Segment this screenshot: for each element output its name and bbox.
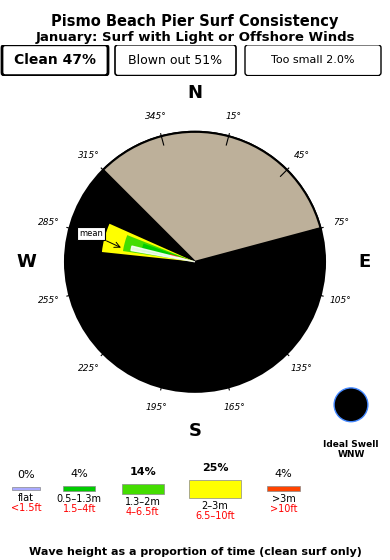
Text: 225°: 225°: [78, 364, 99, 373]
Wedge shape: [170, 254, 195, 262]
Text: Ideal Swell
WNW: Ideal Swell WNW: [323, 440, 379, 459]
Text: 45°: 45°: [294, 151, 310, 160]
Circle shape: [65, 132, 325, 392]
Text: 255°: 255°: [39, 296, 60, 305]
Text: 14%: 14%: [129, 467, 156, 477]
Wedge shape: [103, 132, 321, 262]
Text: 4%: 4%: [275, 469, 292, 479]
Text: >3m: >3m: [271, 494, 295, 504]
Bar: [268, 486, 300, 491]
Text: 195°: 195°: [145, 403, 167, 412]
Text: January: Surf with Light or Offshore Winds: January: Surf with Light or Offshore Win…: [35, 31, 355, 44]
Wedge shape: [141, 244, 195, 262]
Text: 135°: 135°: [291, 364, 312, 373]
Bar: [189, 480, 241, 498]
FancyBboxPatch shape: [115, 45, 236, 76]
Text: Wave height as a proportion of time (clean surf only): Wave height as a proportion of time (cle…: [28, 547, 362, 557]
Text: Pismo Beach Pier Surf Consistency: Pismo Beach Pier Surf Consistency: [51, 14, 339, 29]
Bar: [122, 484, 164, 494]
Text: >10ft: >10ft: [270, 504, 297, 514]
Text: 285°: 285°: [39, 218, 60, 227]
Bar: [63, 486, 96, 491]
Text: 15°: 15°: [226, 111, 242, 120]
Text: Too small 2.0%: Too small 2.0%: [271, 55, 355, 65]
Text: 2–3m: 2–3m: [202, 501, 229, 511]
Text: mean: mean: [79, 228, 103, 237]
Text: 4%: 4%: [71, 469, 88, 479]
Text: 6.5–10ft: 6.5–10ft: [195, 511, 235, 520]
Circle shape: [334, 388, 368, 422]
Text: 105°: 105°: [330, 296, 351, 305]
Text: 1.5–4ft: 1.5–4ft: [62, 504, 96, 514]
Text: 0.5–1.3m: 0.5–1.3m: [57, 494, 102, 504]
Text: N: N: [188, 84, 202, 102]
FancyBboxPatch shape: [2, 45, 108, 76]
Polygon shape: [131, 246, 195, 262]
FancyBboxPatch shape: [245, 45, 381, 76]
Wedge shape: [123, 235, 195, 262]
Text: <1.5ft: <1.5ft: [11, 503, 41, 513]
Text: 165°: 165°: [223, 403, 245, 412]
Text: W: W: [16, 253, 36, 271]
Bar: [12, 487, 40, 490]
Text: 25%: 25%: [202, 463, 229, 473]
Text: Clean 47%: Clean 47%: [14, 53, 96, 67]
Text: flat: flat: [18, 493, 34, 503]
Text: 1.3–2m: 1.3–2m: [125, 497, 161, 507]
Text: Blown out 51%: Blown out 51%: [128, 54, 222, 67]
Text: 0%: 0%: [17, 470, 35, 480]
Wedge shape: [102, 224, 195, 262]
Text: 345°: 345°: [145, 111, 167, 120]
Text: 315°: 315°: [78, 151, 99, 160]
Text: E: E: [358, 253, 370, 271]
Wedge shape: [177, 256, 195, 262]
Text: 75°: 75°: [333, 218, 349, 227]
Text: S: S: [188, 422, 202, 440]
Text: 4–6.5ft: 4–6.5ft: [126, 507, 160, 516]
